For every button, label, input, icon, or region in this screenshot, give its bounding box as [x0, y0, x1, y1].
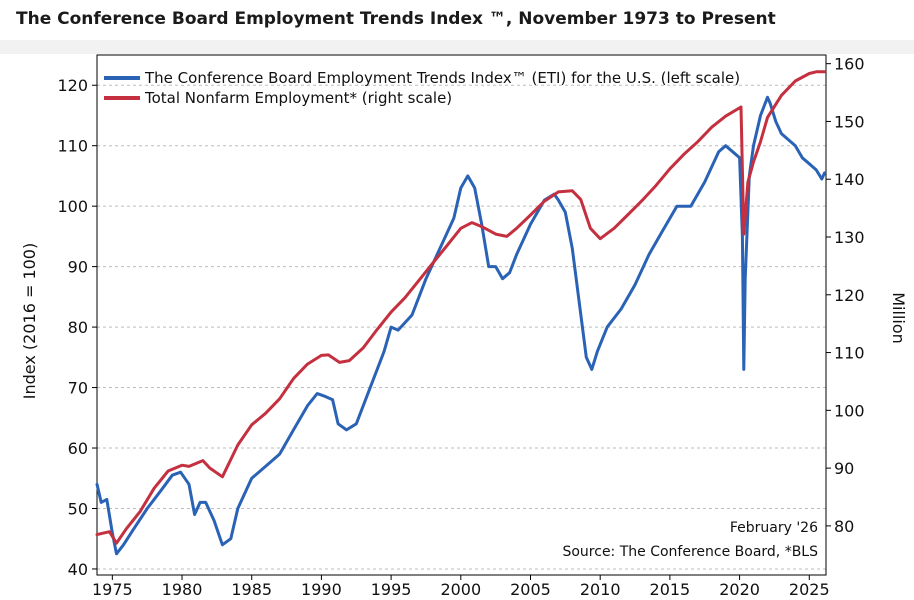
x-tick-label-1975: 1975: [92, 580, 133, 599]
x-axis-ticks: 1975 1980 1985 1990 1995 2000 2005 2010 2015 2020…: [92, 575, 830, 599]
legend-label-eti: The Conference Board Employment Trends I…: [144, 69, 740, 87]
x-tick-label-1985: 1985: [231, 580, 272, 599]
right-axis-ticks: 80 90 100 110 120 130 140 150 160: [826, 55, 865, 536]
right-axis-title: Million: [889, 292, 908, 344]
chart-panel: 40 50 60 70 80 90 100 110 120 80 90 100 110 120 130 14…: [0, 54, 914, 600]
x-tick-label-2025: 2025: [789, 580, 830, 599]
x-tick-label-2020: 2020: [719, 580, 760, 599]
right-tick-label-90: 90: [834, 459, 854, 478]
left-tick-label-80: 80: [68, 318, 88, 337]
left-tick-label-50: 50: [68, 499, 88, 518]
nonfarm-series-line: [95, 70, 827, 545]
legend-label-nonfarm: Total Nonfarm Employment* (right scale): [144, 89, 452, 107]
x-tick-label-2005: 2005: [510, 580, 551, 599]
source-annotation: Source: The Conference Board, *BLS: [562, 544, 818, 560]
left-axis-title: Index (2016 = 100): [20, 243, 39, 399]
x-tick-label-1980: 1980: [162, 580, 203, 599]
right-tick-label-160: 160: [834, 55, 865, 74]
grid-lines: [97, 84, 826, 570]
left-axis-ticks: 40 50 60 70 80 90 100 110 120: [57, 76, 97, 579]
left-tick-label-110: 110: [57, 137, 88, 156]
x-tick-label-1990: 1990: [301, 580, 342, 599]
left-tick-label-100: 100: [57, 197, 88, 216]
right-tick-label-130: 130: [834, 228, 865, 247]
right-tick-label-120: 120: [834, 286, 865, 305]
x-tick-label-1995: 1995: [371, 580, 412, 599]
page-title: The Conference Board Employment Trends I…: [0, 0, 914, 40]
left-tick-label-120: 120: [57, 76, 88, 95]
right-tick-label-100: 100: [834, 401, 865, 420]
employment-trends-chart: 40 50 60 70 80 90 100 110 120 80 90 100 110 120 130 14…: [20, 54, 908, 599]
date-annotation: February '26: [730, 520, 818, 536]
right-tick-label-140: 140: [834, 170, 865, 189]
x-tick-label-2015: 2015: [650, 580, 691, 599]
left-tick-label-60: 60: [68, 439, 88, 458]
left-tick-label-90: 90: [68, 258, 88, 277]
left-tick-label-70: 70: [68, 379, 88, 398]
x-tick-label-2010: 2010: [580, 580, 621, 599]
x-tick-label-2000: 2000: [440, 580, 481, 599]
left-tick-label-40: 40: [68, 560, 88, 579]
series-lines: [95, 70, 827, 556]
right-tick-label-110: 110: [834, 344, 865, 363]
legend: The Conference Board Employment Trends I…: [104, 69, 740, 107]
plot-frame: [96, 54, 827, 576]
right-tick-label-80: 80: [834, 517, 854, 536]
eti-series-line: [95, 95, 827, 556]
right-tick-label-150: 150: [834, 112, 865, 131]
